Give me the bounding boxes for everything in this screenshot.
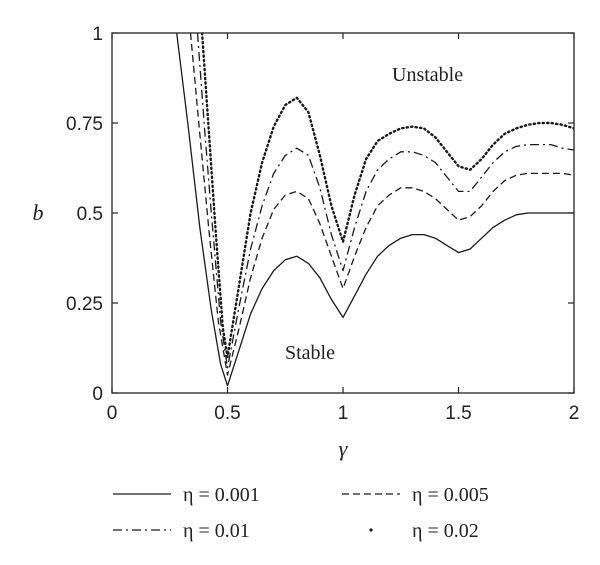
- series-line-3: [200, 33, 574, 359]
- y-tick-label: 0.5: [77, 204, 103, 225]
- legend-item: η = 0.01: [113, 520, 250, 542]
- x-axis-label: γ: [339, 436, 349, 461]
- annotation-stable: Stable: [285, 342, 335, 364]
- legend-item: η = 0.005: [342, 484, 489, 506]
- x-tick-label: 0.5: [214, 403, 240, 424]
- legend-item: η = 0.02: [369, 520, 479, 542]
- legend-label: η = 0.005: [412, 484, 489, 506]
- series-layer: [176, 33, 574, 387]
- legend-swatch: [369, 528, 373, 532]
- legend-label: η = 0.01: [183, 520, 250, 542]
- x-tick-label: 0: [107, 403, 118, 424]
- legend: η = 0.001 η = 0.005 η = 0.01 η = 0.02: [113, 484, 489, 542]
- series-line-0: [176, 33, 574, 387]
- x-tick-label: 2: [569, 403, 580, 424]
- y-tick-label: 0.75: [66, 114, 103, 135]
- legend-label: η = 0.02: [412, 520, 479, 542]
- y-tick-label: 0: [92, 384, 103, 405]
- y-axis-label: b: [33, 200, 44, 225]
- legend-label: η = 0.001: [183, 484, 260, 506]
- y-tick-label: 0.25: [66, 294, 103, 315]
- plot-frame: [111, 32, 575, 394]
- x-tick-label: 1.5: [445, 403, 471, 424]
- ticks-layer: 0 0.5 1 1.5 2 0 0.25 0.5 0.75 1: [66, 24, 579, 424]
- legend-item: η = 0.001: [113, 484, 260, 506]
- series-line-2: [196, 33, 574, 369]
- annotation-unstable: Unstable: [392, 64, 463, 86]
- x-tick-label: 1: [338, 403, 349, 424]
- y-tick-label: 1: [92, 24, 103, 45]
